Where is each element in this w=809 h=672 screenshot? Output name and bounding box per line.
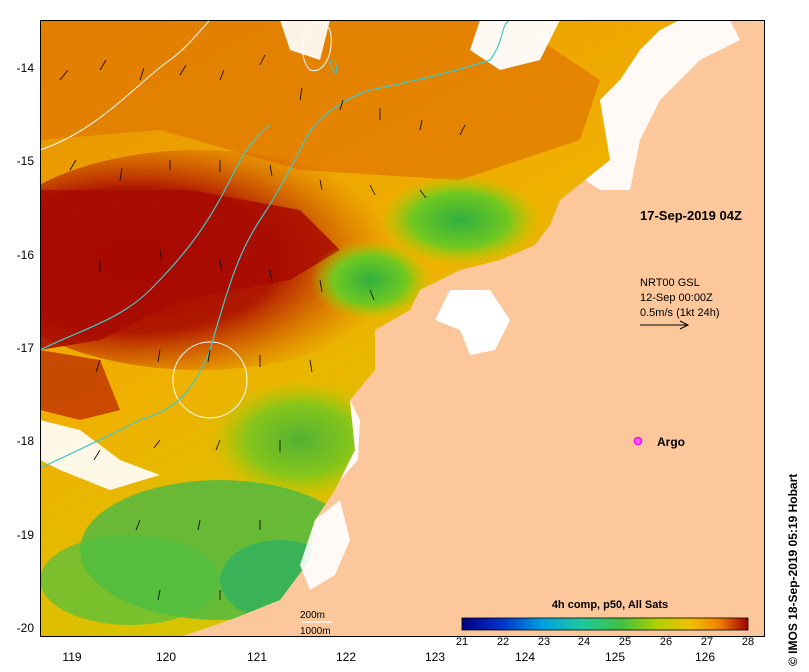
lon-label: 120: [155, 650, 177, 664]
sst-warm-band: [40, 20, 600, 180]
lat-label: -18: [16, 434, 34, 448]
colorbar-tick: 23: [537, 636, 551, 648]
cloud-gap: [40, 420, 160, 490]
lat-label: -19: [16, 528, 34, 542]
bay: [435, 290, 510, 355]
lon-label: 121: [246, 650, 268, 664]
vector-legend-source: NRT00 GSL: [640, 277, 700, 289]
lat-label: -15: [16, 154, 34, 168]
colorbar-title: 4h comp, p50, All Sats: [551, 599, 669, 611]
argo-label: Argo: [657, 435, 685, 449]
colorbar: [461, 617, 749, 631]
lat-label: -17: [16, 341, 34, 355]
vector-legend-time: 12-Sep 00:00Z: [640, 292, 713, 304]
lat-label: -16: [16, 248, 34, 262]
vector-legend-scale: 0.5m/s (1kt 24h): [640, 307, 720, 319]
lat-label: -14: [16, 61, 34, 75]
contour-200m-eddy: [172, 341, 248, 419]
copyright-text: © IMOS 18-Sep-2019 05:19 Hobart: [786, 473, 800, 666]
sst-cool-patch: [380, 175, 540, 265]
colorbar-tick: 25: [618, 636, 632, 648]
sst-map-canvas: [0, 19, 765, 639]
map-frame-border: [40, 20, 765, 637]
lon-label: 126: [694, 650, 716, 664]
map-date-title: 17-Sep-2019 04Z: [640, 208, 742, 223]
contour-200m-label: 200m: [300, 610, 326, 621]
colorbar-tick: 28: [741, 636, 755, 648]
lon-label: 124: [514, 650, 536, 664]
lon-label: 123: [424, 650, 446, 664]
colorbar-tick: 21: [455, 636, 469, 648]
vector-scale-arrow: [640, 320, 690, 330]
sst-hot-patch: [40, 190, 340, 350]
sst-map[interactable]: [0, 19, 765, 639]
lon-label: 119: [62, 650, 82, 664]
lon-label: 122: [335, 650, 357, 664]
contour-200m-line: [39, 19, 211, 151]
contour-1000m-line: [39, 19, 511, 469]
colorbar-tick: 27: [700, 636, 714, 648]
argo-marker: [633, 436, 643, 446]
contour-1000m-label: 1000m: [300, 626, 331, 637]
colorbar-tick: 22: [496, 636, 510, 648]
colorbar-tick: 26: [659, 636, 673, 648]
lon-label: 125: [604, 650, 626, 664]
colorbar-tick: 24: [577, 636, 591, 648]
lat-label: -20: [16, 621, 34, 635]
current-vectors: [59, 54, 466, 601]
